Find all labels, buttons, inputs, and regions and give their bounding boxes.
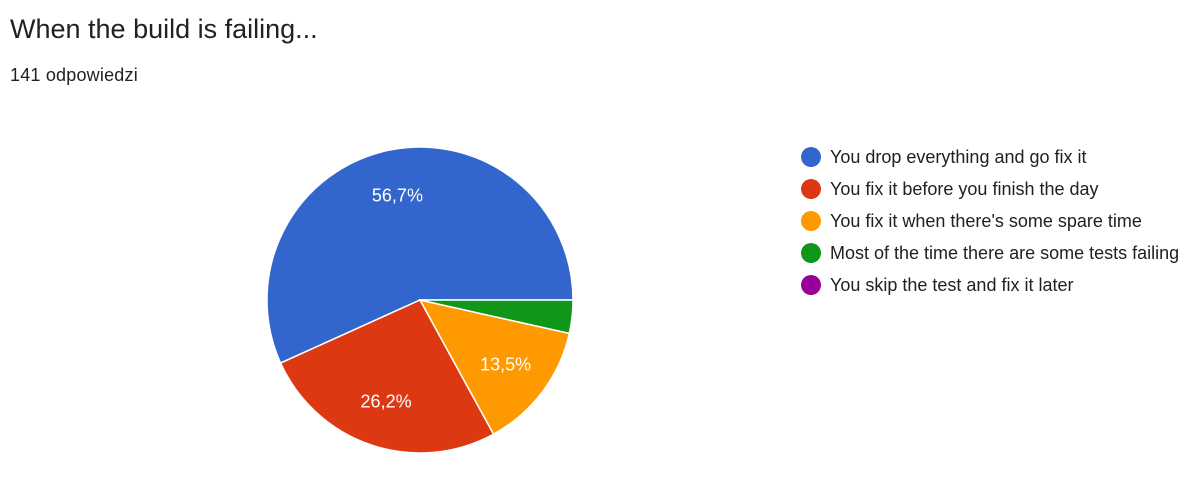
pie-chart: 56,7% 26,2% 13,5% <box>266 146 574 454</box>
legend-label-1: You drop everything and go fix it <box>830 147 1087 167</box>
pie-slice-3[interactable] <box>418 298 571 436</box>
pie-slice-label-1: 56,7% <box>372 185 423 205</box>
legend-swatch-5 <box>801 275 821 295</box>
legend-item-2[interactable]: You fix it before you finish the day <box>801 177 1191 201</box>
legend-label-3: You fix it when there's some spare time <box>830 211 1142 231</box>
legend-label-2: You fix it before you finish the day <box>830 179 1099 199</box>
pie-slices <box>266 146 574 454</box>
legend-item-1[interactable]: You drop everything and go fix it <box>801 145 1191 169</box>
pie-slice-labels: 56,7% 26,2% 13,5% <box>361 185 532 411</box>
legend-swatch-1 <box>801 147 821 167</box>
legend-item-3[interactable]: You fix it when there's some spare time <box>801 209 1191 233</box>
legend-swatch-2 <box>801 179 821 199</box>
legend-item-4[interactable]: Most of the time there are some tests fa… <box>801 241 1191 265</box>
legend-swatch-4 <box>801 243 821 263</box>
pie-slice-label-2: 26,2% <box>361 392 412 412</box>
response-count: 141 odpowiedzi <box>10 65 138 85</box>
pie-slice-label-3: 13,5% <box>480 354 531 374</box>
legend-label-4: Most of the time there are some tests fa… <box>830 243 1180 263</box>
pie-slice-4[interactable] <box>419 299 574 335</box>
legend-swatch-3 <box>801 211 821 231</box>
chart-legend: You drop everything and go fix it You fix… <box>801 145 1191 305</box>
legend-item-5[interactable]: You skip the test and fix it later <box>801 273 1191 297</box>
chart-title: When the build is failing... <box>10 14 318 44</box>
pie-slice-1[interactable] <box>266 146 574 365</box>
legend-label-5: You skip the test and fix it later <box>830 275 1074 295</box>
